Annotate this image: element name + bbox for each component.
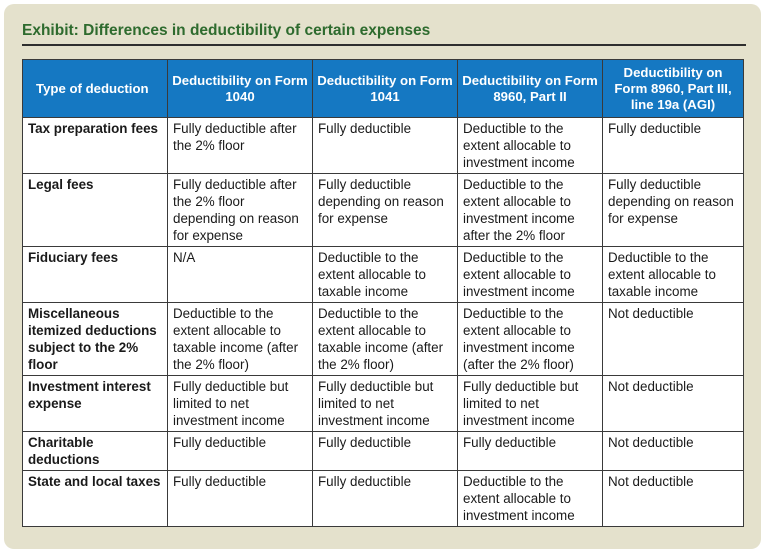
title-divider bbox=[22, 44, 746, 46]
table-cell: Not deductible bbox=[602, 375, 744, 432]
row-type-cell: Fiduciary fees bbox=[22, 246, 168, 303]
row-type-cell: Tax preparation fees bbox=[22, 117, 168, 174]
header-form-1041: Deductibility on Form 1041 bbox=[312, 59, 458, 118]
exhibit-title: Exhibit: Differences in deductibility of… bbox=[22, 22, 431, 39]
row-type-cell: Miscellaneous itemized deductions subjec… bbox=[22, 302, 168, 376]
table-cell: Deductible to the extent allocable to ta… bbox=[312, 302, 458, 376]
table-row: Investment interest expense Fully deduct… bbox=[22, 375, 744, 432]
table-cell: Fully deductible bbox=[312, 431, 458, 471]
row-type-cell: State and local taxes bbox=[22, 470, 168, 527]
table-cell: Fully deductible bbox=[167, 470, 313, 527]
table-cell: Fully deductible bbox=[312, 117, 458, 174]
table-header-row: Type of deduction Deductibility on Form … bbox=[22, 59, 744, 118]
table-cell: Deductible to the extent allocable to ta… bbox=[167, 302, 313, 376]
header-type-of-deduction: Type of deduction bbox=[22, 59, 168, 118]
table-cell: Fully deductible bbox=[602, 117, 744, 174]
deductibility-table: Type of deduction Deductibility on Form … bbox=[22, 59, 744, 527]
table-cell: Not deductible bbox=[602, 431, 744, 471]
table-cell: Fully deductible bbox=[312, 470, 458, 527]
table-row: Legal fees Fully deductible after the 2%… bbox=[22, 173, 744, 247]
table-row: State and local taxes Fully deductible F… bbox=[22, 470, 744, 527]
table-cell: Deductible to the extent allocable to ta… bbox=[602, 246, 744, 303]
table-cell: Fully deductible after the 2% floor depe… bbox=[167, 173, 313, 247]
table-cell: Fully deductible depending on reason for… bbox=[312, 173, 458, 247]
table-cell: Fully deductible but limited to net inve… bbox=[457, 375, 603, 432]
row-type-cell: Investment interest expense bbox=[22, 375, 168, 432]
table-cell: Deductible to the extent allocable to ta… bbox=[312, 246, 458, 303]
table-cell: Fully deductible but limited to net inve… bbox=[312, 375, 458, 432]
header-form-8960-part-iii: Deductibility on Form 8960, Part III, li… bbox=[602, 59, 744, 118]
row-type-cell: Charitable deductions bbox=[22, 431, 168, 471]
exhibit-panel: Exhibit: Differences in deductibility of… bbox=[4, 4, 761, 549]
table-cell: Fully deductible but limited to net inve… bbox=[167, 375, 313, 432]
table-cell: Deductible to the extent allocable to in… bbox=[457, 302, 603, 376]
table-cell: Not deductible bbox=[602, 470, 744, 527]
table-cell: Deductible to the extent allocable to in… bbox=[457, 470, 603, 527]
header-form-8960-part-ii: Deductibility on Form 8960, Part II bbox=[457, 59, 603, 118]
header-form-1040: Deductibility on Form 1040 bbox=[167, 59, 313, 118]
table-cell: Deductible to the extent allocable to in… bbox=[457, 117, 603, 174]
table-cell: Deductible to the extent allocable to in… bbox=[457, 173, 603, 247]
table-cell: Fully deductible after the 2% floor bbox=[167, 117, 313, 174]
table-row: Fiduciary fees N/A Deductible to the ext… bbox=[22, 246, 744, 303]
table-cell: N/A bbox=[167, 246, 313, 303]
table-cell: Not deductible bbox=[602, 302, 744, 376]
table-cell: Fully deductible bbox=[457, 431, 603, 471]
table-cell: Deductible to the extent allocable to in… bbox=[457, 246, 603, 303]
table-cell: Fully deductible bbox=[167, 431, 313, 471]
table-row: Tax preparation fees Fully deductible af… bbox=[22, 117, 744, 174]
table-row: Miscellaneous itemized deductions subjec… bbox=[22, 302, 744, 376]
row-type-cell: Legal fees bbox=[22, 173, 168, 247]
table-cell: Fully deductible depending on reason for… bbox=[602, 173, 744, 247]
table-row: Charitable deductions Fully deductible F… bbox=[22, 431, 744, 471]
